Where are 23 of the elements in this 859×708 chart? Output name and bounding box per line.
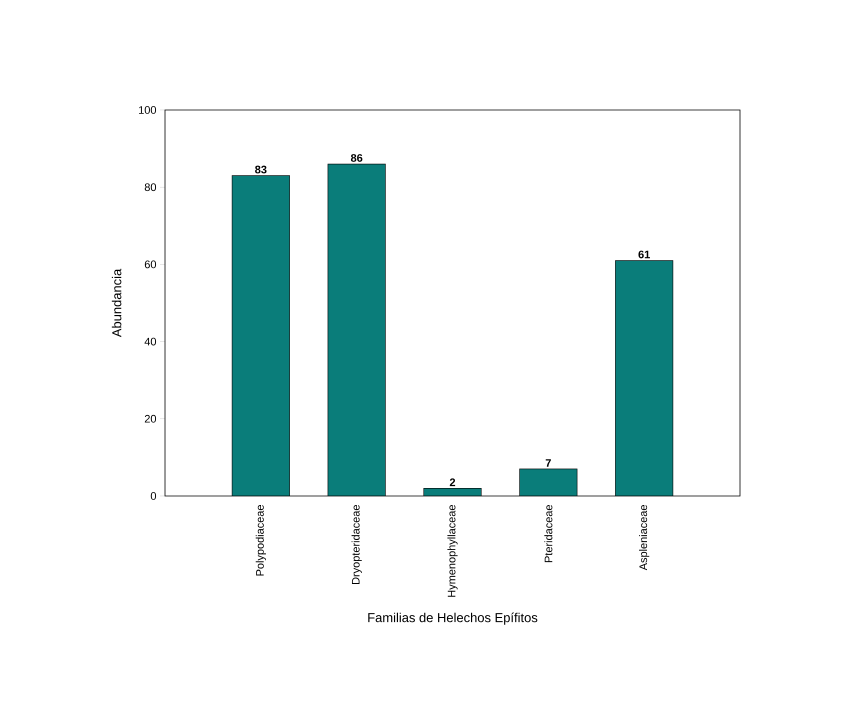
x-tick-label: Aspleniaceae bbox=[639, 505, 650, 570]
data-label: 2 bbox=[450, 478, 456, 486]
y-tick-label: 80 bbox=[144, 183, 156, 192]
y-tick-label: 20 bbox=[144, 414, 156, 423]
y-tick-label: 0 bbox=[150, 492, 156, 500]
bar bbox=[519, 468, 578, 496]
x-tick-label: Polypodiaceae bbox=[256, 505, 266, 576]
y-tick-label: 40 bbox=[144, 338, 156, 346]
bar bbox=[615, 260, 674, 496]
bar bbox=[328, 164, 386, 496]
x-axis-title: Familias de Helechos Epífitos bbox=[368, 612, 538, 625]
x-tick-label: Hymenophyllaceae bbox=[447, 505, 458, 597]
bar bbox=[424, 488, 482, 496]
x-tick-label: Pteridaceae bbox=[544, 505, 552, 562]
data-label: 86 bbox=[350, 154, 362, 162]
y-tick-label: 60 bbox=[144, 260, 156, 268]
data-label: 83 bbox=[255, 166, 267, 174]
data-label: 61 bbox=[638, 250, 650, 258]
y-axis-title: Abundancia bbox=[112, 268, 122, 338]
data-label: 7 bbox=[546, 459, 551, 467]
y-tick-label: 100 bbox=[139, 106, 156, 114]
bar bbox=[232, 175, 290, 496]
x-tick-label: Dryopteridaceae bbox=[352, 505, 362, 584]
